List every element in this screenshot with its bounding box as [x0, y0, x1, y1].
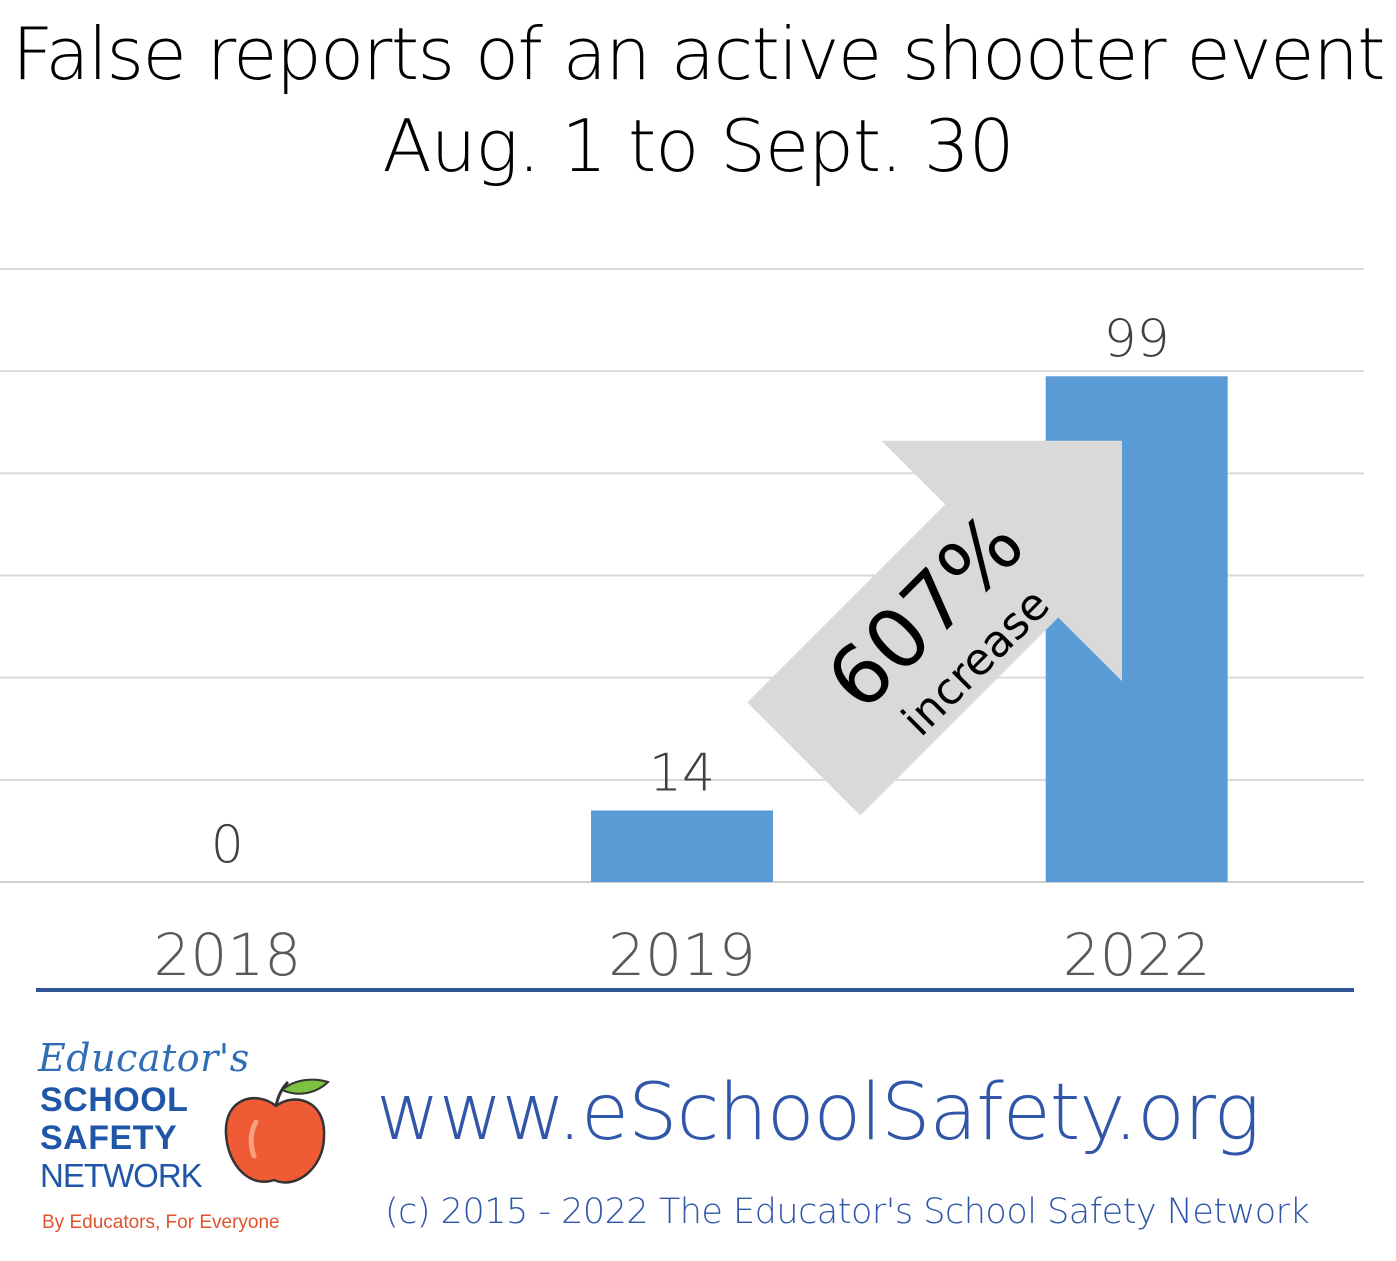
data-label: 0: [211, 815, 244, 875]
arrow-shape: [747, 440, 1122, 816]
copyright-text: (c) 2015 - 2022 The Educator's School Sa…: [385, 1192, 1310, 1232]
chart-title-line1: False reports of an active shooter event: [12, 12, 1385, 96]
bar: [591, 810, 773, 882]
footer-divider: [36, 988, 1354, 992]
logo-safety-text: SAFETY: [40, 1119, 178, 1157]
data-label: 14: [649, 743, 715, 803]
data-label: 99: [1104, 309, 1170, 369]
logo-school-text: SCHOOL: [40, 1081, 189, 1119]
x-tick-label: 2019: [608, 921, 756, 989]
website-url[interactable]: www.eSchoolSafety.org: [376, 1068, 1260, 1158]
logo-network-text: NETWORK: [40, 1157, 203, 1194]
logo-tagline: By Educators, For Everyone: [42, 1212, 280, 1233]
x-axis-ticks: 2018 2019 2022: [154, 921, 1211, 989]
apple-icon: [224, 1078, 330, 1184]
esn-logo: Educator's SCHOOL SAFETY NETWORK By Educ…: [38, 1036, 338, 1246]
chart-title-line2: Aug. 1 to Sept. 30: [382, 104, 1014, 188]
x-tick-label: 2018: [154, 921, 302, 989]
logo-educators-text: Educator's: [38, 1036, 250, 1080]
data-labels: 0 14 99: [211, 309, 1170, 875]
x-tick-label: 2022: [1063, 921, 1211, 989]
